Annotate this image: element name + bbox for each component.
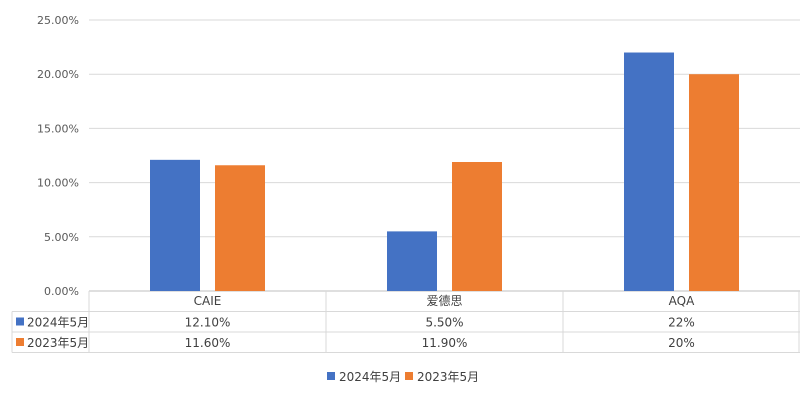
legend-label: 2024年5月 <box>339 370 401 384</box>
data-label: 5.50% <box>425 316 463 330</box>
y-tick-label: 5.00% <box>44 231 79 244</box>
x-category-label: CAIE <box>194 294 222 308</box>
legend-swatch <box>327 372 335 380</box>
bar <box>689 74 739 291</box>
data-table: CAIE 爱德思 AQA 2024年5月 12.10% 5.50% 22% 2023年5月 11… <box>11 291 800 353</box>
series-color-key <box>16 317 24 326</box>
data-label: 22% <box>668 316 695 330</box>
x-category-label: 爱德思 <box>426 293 462 308</box>
bars <box>150 52 739 291</box>
legend-swatch <box>405 372 413 380</box>
legend-label: 2023年5月 <box>417 370 479 384</box>
y-axis: 0.00% 5.00% 10.00% 15.00% 20.00% 25.00% <box>37 14 79 298</box>
bar <box>150 159 200 291</box>
series-row-label: 2023年5月 <box>27 336 89 350</box>
data-label: 11.90% <box>422 336 468 350</box>
data-label: 12.10% <box>185 316 231 330</box>
y-tick-label: 25.00% <box>37 14 79 27</box>
bar <box>215 165 265 291</box>
y-tick-label: 15.00% <box>37 122 79 135</box>
series-row-label: 2024年5月 <box>27 316 89 330</box>
bar <box>624 52 674 291</box>
gridlines <box>89 19 800 292</box>
y-tick-label: 0.00% <box>44 285 79 298</box>
legend: 2024年5月 2023年5月 <box>327 370 479 384</box>
bar <box>387 231 437 291</box>
series-color-key <box>16 338 24 346</box>
y-tick-label: 20.00% <box>37 68 79 81</box>
y-tick-label: 10.00% <box>37 177 79 190</box>
data-label: 11.60% <box>185 336 231 350</box>
x-category-label: AQA <box>669 294 695 308</box>
bar <box>452 162 502 291</box>
data-label: 20% <box>668 336 695 350</box>
